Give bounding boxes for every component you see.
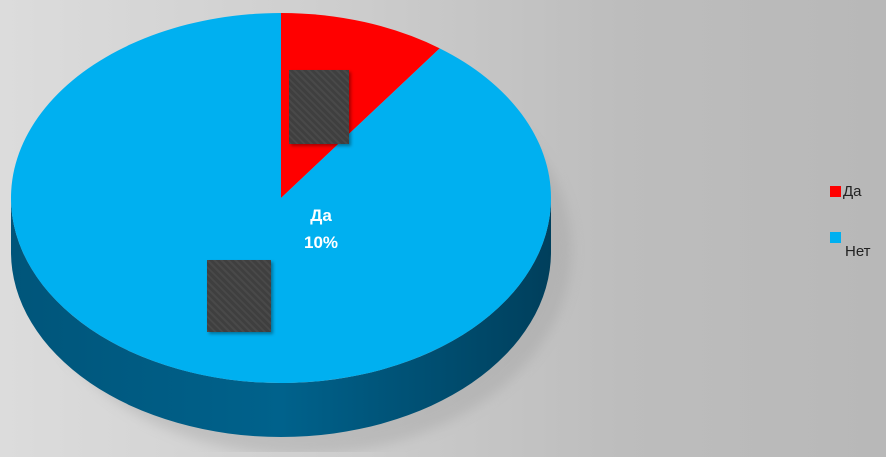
legend-label: Нет bbox=[845, 243, 871, 260]
legend-swatch-blue bbox=[830, 232, 841, 243]
data-label-da: Да 10% bbox=[291, 205, 351, 254]
legend-item-net: Нет bbox=[830, 232, 871, 260]
legend-label: Да bbox=[843, 183, 862, 200]
pie-side-wall bbox=[11, 198, 551, 437]
data-label-category: Да bbox=[310, 206, 332, 225]
pie-slice-da bbox=[281, 13, 440, 198]
image-placeholder bbox=[289, 70, 349, 144]
legend-swatch-red bbox=[830, 186, 841, 197]
pie-slice-net bbox=[10, 13, 551, 383]
image-placeholder bbox=[207, 260, 271, 332]
legend-item-da: Да bbox=[830, 184, 862, 200]
data-label-percent: 10% bbox=[303, 233, 339, 252]
